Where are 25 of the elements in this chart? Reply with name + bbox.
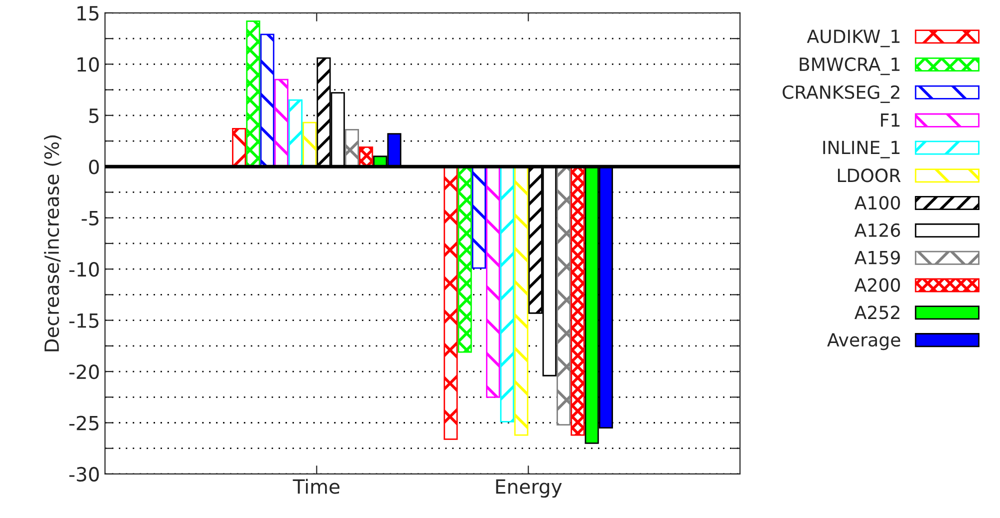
legend-label: A126 bbox=[854, 223, 900, 238]
y-tick-label: 0 bbox=[89, 160, 99, 174]
y-tick-label: -25 bbox=[69, 416, 98, 430]
y-tick-label: -20 bbox=[69, 364, 99, 380]
y-tick-label: -10 bbox=[69, 262, 99, 277]
legend-label: INLINE_1 bbox=[823, 140, 900, 158]
legend-label: Average bbox=[827, 333, 900, 350]
y-tick-label: 5 bbox=[89, 108, 98, 124]
y-axis-title: Decrease/increase (%) bbox=[44, 135, 62, 352]
legend-label: BMWCRA_1 bbox=[800, 57, 900, 76]
legend-label: AUDIKW_1 bbox=[806, 30, 900, 48]
legend-label: A252 bbox=[854, 306, 900, 320]
legend-label: A100 bbox=[854, 196, 900, 210]
legend-label: F1 bbox=[881, 113, 900, 127]
y-tick-label: -15 bbox=[69, 314, 98, 328]
x-tick-label: Energy bbox=[496, 479, 562, 498]
legend-label: A159 bbox=[854, 250, 900, 264]
y-tick-label: 15 bbox=[78, 6, 98, 21]
legend-label: CRANKSEG_2 bbox=[782, 85, 900, 103]
x-tick-label: Time bbox=[292, 478, 340, 494]
legend-label: LDOOR bbox=[838, 168, 901, 182]
y-tick-label: 10 bbox=[78, 57, 99, 72]
y-tick-label: -5 bbox=[82, 211, 98, 226]
legend-label: A200 bbox=[854, 278, 900, 292]
y-tick-label: -30 bbox=[69, 466, 99, 482]
